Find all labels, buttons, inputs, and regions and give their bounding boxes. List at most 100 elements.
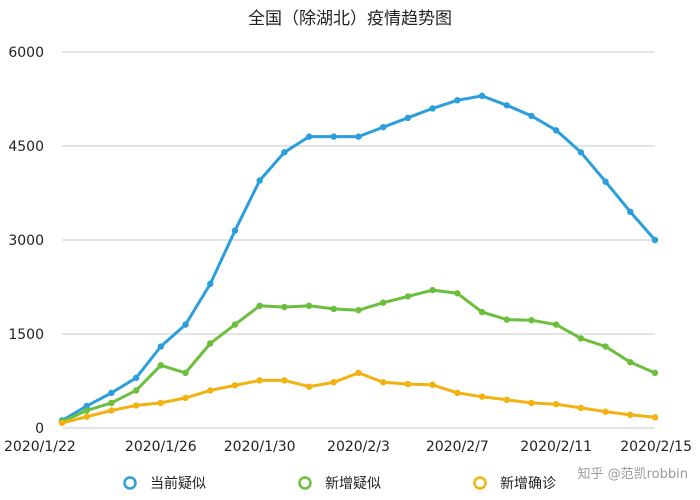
data-point: [552, 400, 560, 408]
data-point: [305, 133, 313, 140]
data-point: [577, 335, 585, 342]
data-point: [380, 299, 387, 306]
data-point: [231, 382, 239, 389]
series-0: [58, 92, 659, 424]
data-point: [651, 236, 659, 244]
legend-marker: [123, 476, 137, 490]
data-point: [627, 208, 634, 215]
y-tick-label: 0: [35, 421, 44, 437]
data-point: [454, 389, 461, 397]
data-point: [132, 387, 140, 394]
legend-marker: [473, 476, 487, 490]
data-point: [602, 178, 609, 185]
data-point: [157, 399, 165, 407]
data-point: [355, 369, 362, 377]
data-point: [256, 302, 263, 309]
data-point: [231, 321, 239, 328]
data-point: [83, 407, 90, 414]
data-point: [132, 402, 140, 409]
data-point: [404, 114, 412, 122]
data-point: [602, 408, 609, 415]
data-point: [157, 362, 165, 369]
legend-label: 新增疑似: [325, 476, 381, 492]
data-point: [108, 407, 115, 414]
data-point: [83, 402, 90, 410]
data-point: [454, 290, 461, 297]
data-point: [528, 112, 535, 120]
data-point: [281, 377, 288, 384]
data-point: [256, 377, 263, 384]
data-point: [478, 308, 486, 316]
y-tick-label: 1500: [8, 327, 44, 343]
x-tick-label: 2020/1/22: [4, 439, 76, 455]
data-point: [429, 105, 436, 112]
gridlines: [62, 51, 655, 429]
data-point: [330, 305, 337, 313]
data-point: [108, 389, 115, 397]
x-tick-label: 2020/1/26: [125, 439, 197, 455]
x-tick-label: 2020/2/15: [620, 439, 692, 455]
data-point: [256, 177, 263, 184]
y-tick-label: 4500: [8, 139, 44, 155]
series-lines: [58, 92, 659, 427]
data-point: [503, 102, 510, 109]
x-axis-ticks: 2020/1/22 2020/1/26 2020/1/30 2020/2/3 2020/…: [4, 439, 692, 455]
legend: 当前疑似 新增疑似 新增确诊: [123, 475, 556, 492]
x-tick-label: 2020/1/30: [224, 439, 296, 455]
legend-item: 当前疑似: [123, 475, 206, 492]
data-point: [330, 133, 337, 140]
series-2: [58, 369, 659, 427]
data-point: [602, 343, 609, 350]
data-point: [157, 343, 165, 350]
data-point: [355, 306, 362, 314]
data-point: [577, 404, 585, 412]
data-point: [503, 316, 510, 323]
data-point: [651, 414, 659, 421]
watermark-text: 知乎 @范凯robbin: [577, 466, 688, 482]
legend-label: 新增确诊: [500, 476, 556, 492]
y-axis-ticks: 0 1500 3000 4500 6000: [8, 45, 44, 437]
data-point: [429, 286, 436, 294]
data-point: [478, 92, 486, 100]
x-tick-label: 2020/2/3: [327, 439, 390, 455]
data-point: [478, 393, 486, 400]
data-point: [305, 302, 313, 309]
data-point: [380, 124, 387, 131]
data-point: [207, 280, 214, 288]
x-tick-label: 2020/2/11: [520, 439, 592, 455]
data-point: [207, 387, 214, 394]
data-point: [330, 379, 337, 386]
data-point: [182, 394, 189, 402]
legend-item: 新增确诊: [473, 476, 556, 492]
y-tick-label: 6000: [8, 45, 44, 61]
data-point: [404, 293, 412, 300]
chart-title: 全国（除湖北）疫情趋势图: [248, 9, 452, 29]
legend-label: 当前疑似: [150, 475, 206, 492]
data-point: [108, 399, 115, 407]
data-point: [132, 374, 140, 382]
data-point: [503, 396, 510, 403]
data-point: [528, 399, 535, 407]
data-point: [182, 369, 189, 377]
series-1: [58, 286, 659, 425]
legend-item: 新增疑似: [298, 476, 381, 492]
data-point: [651, 369, 659, 377]
data-point: [305, 383, 313, 390]
data-point: [454, 97, 461, 104]
data-point: [404, 380, 412, 388]
data-point: [355, 133, 362, 140]
x-tick-label: 2020/2/7: [426, 439, 489, 455]
data-point: [207, 340, 214, 347]
data-point: [552, 321, 560, 328]
data-point: [281, 303, 288, 311]
data-point: [281, 149, 288, 156]
data-point: [380, 379, 387, 386]
data-point: [231, 227, 239, 234]
data-point: [552, 127, 560, 134]
data-point: [429, 381, 436, 388]
data-point: [83, 413, 90, 420]
legend-marker: [298, 476, 312, 490]
data-point: [182, 321, 189, 328]
data-point: [528, 317, 535, 324]
